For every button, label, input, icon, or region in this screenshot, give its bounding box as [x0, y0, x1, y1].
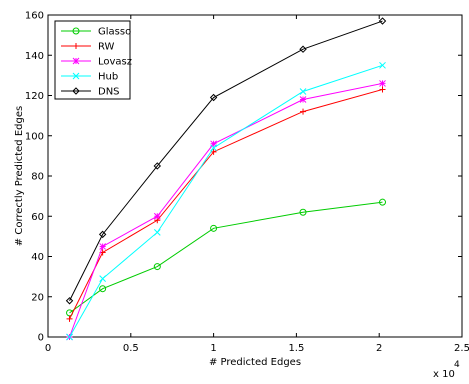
data-point — [299, 96, 307, 103]
ticks-layer: 0 0.5 1 1.5 2 2.5 0 20 40 60 80 100 120 140 160 — [25, 11, 469, 355]
x-tick-label: 0.5 — [123, 343, 139, 354]
series-line — [69, 82, 383, 338]
data-point — [72, 87, 80, 95]
legend-entry-rw: RW — [61, 42, 115, 53]
x-tick-label: 1 — [210, 343, 216, 354]
x-tick-label: 1.5 — [288, 343, 304, 354]
legend-label: Hub — [98, 72, 118, 83]
series-line — [69, 201, 383, 314]
y-tick-label: 40 — [31, 252, 44, 263]
data-point — [72, 72, 80, 80]
x-tick-label: 0 — [45, 343, 51, 354]
y-tick-label: 80 — [31, 172, 44, 183]
y-tick-label: 20 — [31, 292, 44, 303]
data-point — [72, 57, 80, 65]
data-point — [66, 333, 73, 341]
data-point — [299, 208, 307, 216]
y-tick-label: 100 — [25, 131, 44, 142]
series-dns — [65, 17, 387, 305]
data-point — [153, 162, 162, 170]
data-point — [73, 43, 79, 49]
data-point — [66, 315, 73, 322]
series-rw — [66, 86, 386, 322]
legend-label: DNS — [98, 87, 120, 98]
series-line — [69, 20, 383, 301]
series-line — [69, 88, 383, 320]
legend-entry-dns: DNS — [61, 87, 120, 98]
data-point — [99, 275, 107, 282]
x-multiplier-label: x 10 — [433, 369, 455, 379]
data-point — [153, 228, 161, 236]
series-layer — [65, 17, 387, 341]
legend-entry-glasso: Glasso — [61, 27, 131, 38]
legend-entry-hub: Hub — [61, 72, 118, 83]
x-tick-label: 2 — [376, 343, 382, 354]
data-point — [379, 198, 387, 206]
data-point — [98, 230, 107, 239]
y-tick-label: 0 — [38, 333, 44, 344]
data-point — [153, 263, 161, 271]
data-point — [299, 88, 307, 95]
legend-label: Glasso — [98, 27, 131, 38]
data-point — [379, 61, 386, 69]
data-point — [153, 212, 161, 220]
y-axis-label: # Correctly Predicted Edges — [14, 106, 25, 246]
y-tick-label: 60 — [31, 212, 44, 223]
data-point — [210, 144, 217, 152]
data-point — [379, 80, 386, 87]
data-point — [210, 224, 218, 232]
y-tick-label: 120 — [25, 91, 44, 102]
data-point — [379, 86, 386, 93]
data-point — [99, 285, 107, 293]
x-tick-label: 2.5 — [454, 343, 469, 354]
legend-label: RW — [98, 42, 115, 53]
legend-entry-lovasz: Lovasz — [61, 57, 132, 68]
data-point — [299, 45, 307, 53]
x-axis-label: # Predicted Edges — [209, 357, 301, 368]
data-point — [99, 243, 107, 250]
series-hub — [66, 61, 386, 341]
data-point — [378, 17, 387, 25]
data-point — [65, 297, 74, 305]
data-point — [72, 27, 80, 35]
legend: Glasso RW Lovasz Hub DNS — [54, 20, 132, 100]
legend-box — [54, 20, 131, 100]
y-tick-label: 160 — [25, 11, 44, 22]
x-multiplier-exponent: 4 — [454, 360, 460, 370]
y-tick-label: 140 — [25, 51, 44, 62]
series-line — [69, 64, 383, 338]
data-point — [210, 140, 217, 148]
data-point — [300, 108, 307, 115]
data-point — [209, 93, 218, 102]
legend-label: Lovasz — [98, 57, 132, 68]
data-point — [210, 148, 217, 155]
